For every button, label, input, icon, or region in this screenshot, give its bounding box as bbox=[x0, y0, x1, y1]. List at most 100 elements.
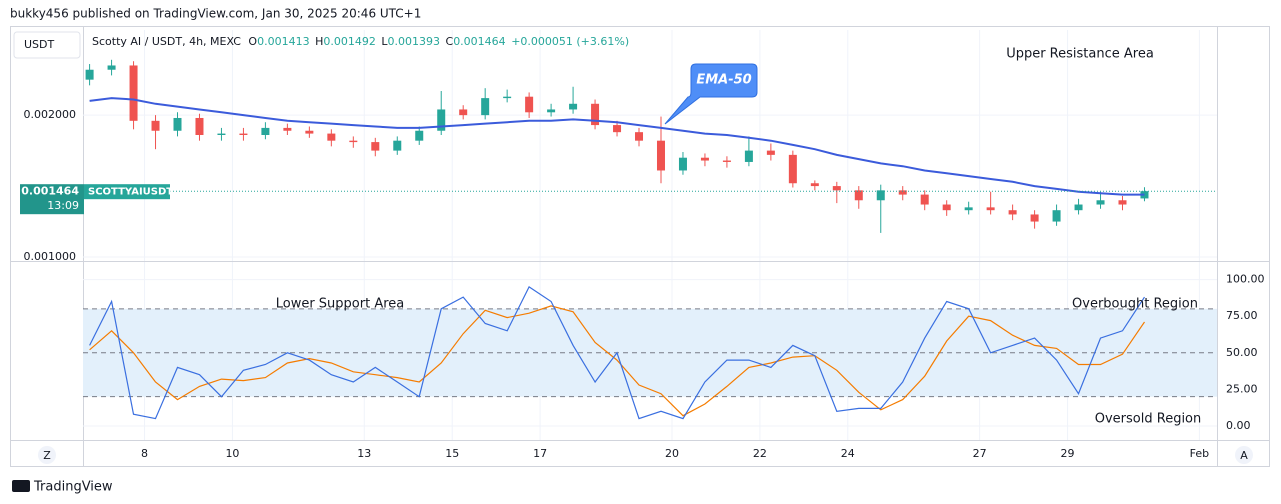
candle-body bbox=[107, 65, 116, 70]
x-tick-label: 24 bbox=[841, 447, 855, 460]
candle-body bbox=[525, 96, 534, 113]
candle-body bbox=[327, 133, 336, 141]
high-label: H bbox=[315, 35, 323, 48]
candle-body bbox=[129, 65, 138, 121]
candle-body bbox=[876, 190, 885, 201]
x-tick-label: 27 bbox=[973, 447, 987, 460]
open-value: 0.001413 bbox=[257, 35, 310, 48]
candle-body bbox=[854, 190, 863, 201]
candle-body bbox=[613, 125, 622, 133]
callout-shape bbox=[664, 63, 758, 125]
brand-logo bbox=[12, 480, 30, 492]
candle-body bbox=[635, 132, 644, 141]
candle-body bbox=[656, 140, 665, 171]
y-tick-label: 25.00 bbox=[1226, 382, 1258, 395]
annotation: Oversold Region bbox=[1095, 412, 1202, 427]
candle-body bbox=[459, 109, 468, 116]
ema-callout: EMA-50 bbox=[664, 63, 758, 125]
ticker-badge bbox=[84, 184, 170, 200]
candle-body bbox=[986, 207, 995, 211]
x-tick-label: 15 bbox=[445, 447, 459, 460]
candle-body bbox=[810, 183, 819, 187]
candle-body bbox=[85, 69, 94, 80]
y-tick-label: 100.00 bbox=[1226, 273, 1265, 286]
x-tick-label: Feb bbox=[1190, 447, 1209, 460]
candle-body bbox=[195, 117, 204, 135]
brand: TradingView bbox=[12, 480, 113, 495]
close-label: C bbox=[446, 35, 454, 48]
close-value: 0.001464 bbox=[453, 35, 506, 48]
symbol: Scotty AI / USDT, 4h, MEXC bbox=[92, 35, 241, 48]
currency: USDT bbox=[24, 38, 55, 51]
candle-body bbox=[1030, 214, 1039, 222]
z-button[interactable] bbox=[38, 446, 56, 464]
annotation: Lower Support Area bbox=[276, 297, 405, 312]
x-tick-label: 13 bbox=[357, 447, 371, 460]
x-tick-label: 10 bbox=[225, 447, 239, 460]
candle-body bbox=[832, 186, 841, 191]
candle-body bbox=[964, 207, 973, 211]
candle-body bbox=[898, 190, 907, 195]
ticker: SCOTTYAIUSDT bbox=[88, 187, 173, 198]
mark-layer bbox=[83, 59, 1217, 420]
candle-body bbox=[239, 133, 248, 135]
open-label: O bbox=[248, 35, 257, 48]
candle-body bbox=[415, 130, 424, 141]
candle-body bbox=[569, 103, 578, 110]
x-tick-label: 20 bbox=[665, 447, 679, 460]
a-label: A bbox=[1240, 449, 1248, 462]
candle-body bbox=[1096, 200, 1105, 205]
x-tick-label: 8 bbox=[141, 447, 148, 460]
candle-body bbox=[942, 204, 951, 211]
candle-body bbox=[1008, 210, 1017, 215]
low-label: L bbox=[381, 35, 388, 48]
candle-body bbox=[217, 133, 226, 135]
line-series bbox=[89, 305, 1145, 417]
chart-frame bbox=[10, 26, 1270, 467]
price-badge bbox=[20, 184, 84, 215]
candle-body bbox=[173, 117, 182, 131]
countdown: 13:09 bbox=[47, 199, 79, 212]
annotation: Upper Resistance Area bbox=[1006, 47, 1154, 62]
ohlc-legend: Scotty AI / USDT, 4h, MEXC O0.001413 H 0.… bbox=[92, 35, 629, 48]
candle-body bbox=[349, 140, 358, 143]
x-tick-label: 29 bbox=[1061, 447, 1075, 460]
candle-body bbox=[700, 157, 709, 161]
z-label: Z bbox=[43, 449, 51, 462]
y-tick-label: 0.002000 bbox=[24, 108, 77, 121]
candle-body bbox=[766, 150, 775, 155]
line-series bbox=[89, 286, 1146, 420]
x-tick-label: 17 bbox=[533, 447, 547, 460]
brand-name: TradingView bbox=[33, 480, 113, 495]
ema-label: EMA-50 bbox=[696, 73, 751, 88]
candle-body bbox=[261, 127, 270, 135]
candle-body bbox=[305, 130, 314, 134]
low-value: 0.001393 bbox=[388, 35, 441, 48]
a-button[interactable] bbox=[1235, 446, 1253, 464]
candle-body bbox=[788, 154, 797, 184]
grid-layer bbox=[83, 30, 1217, 440]
candle-body bbox=[371, 142, 380, 151]
candle-body bbox=[283, 127, 292, 131]
last-price-label: 0.001464 bbox=[21, 185, 79, 198]
candle-body bbox=[481, 98, 490, 116]
candle-body bbox=[678, 157, 687, 171]
x-tick-label: 22 bbox=[753, 447, 767, 460]
y-tick-label: 0.001000 bbox=[24, 250, 77, 263]
candle-body bbox=[722, 160, 731, 162]
candle-body bbox=[920, 194, 929, 205]
candle-body bbox=[437, 109, 446, 131]
candle-body bbox=[151, 120, 160, 131]
candle-body bbox=[1052, 210, 1061, 222]
candle-body bbox=[503, 96, 512, 99]
y-tick-label: 75.00 bbox=[1226, 309, 1258, 322]
candle-body bbox=[591, 103, 600, 126]
candle-body bbox=[547, 109, 556, 113]
y-tick-label: 0.00 bbox=[1226, 419, 1251, 432]
candle-body bbox=[744, 150, 753, 162]
currency-box[interactable] bbox=[13, 31, 81, 59]
candle-body bbox=[393, 140, 402, 151]
